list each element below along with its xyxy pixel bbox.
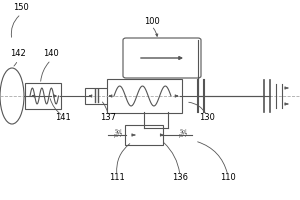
Text: p77: p77 bbox=[178, 133, 188, 138]
Text: 142: 142 bbox=[10, 49, 26, 58]
FancyBboxPatch shape bbox=[123, 38, 201, 78]
Text: 110: 110 bbox=[220, 173, 236, 182]
Text: 111: 111 bbox=[109, 173, 125, 182]
FancyBboxPatch shape bbox=[85, 88, 109, 104]
Ellipse shape bbox=[0, 68, 24, 124]
FancyBboxPatch shape bbox=[106, 79, 182, 113]
FancyBboxPatch shape bbox=[124, 125, 164, 145]
Text: 141: 141 bbox=[55, 113, 71, 122]
Text: SoJ: SoJ bbox=[115, 129, 122, 134]
Text: 150: 150 bbox=[13, 3, 29, 12]
Text: 140: 140 bbox=[43, 49, 59, 58]
Text: 100: 100 bbox=[144, 17, 159, 26]
Text: 137: 137 bbox=[100, 113, 116, 122]
FancyBboxPatch shape bbox=[26, 83, 62, 109]
Text: p77: p77 bbox=[114, 133, 123, 138]
Text: SoJ: SoJ bbox=[179, 129, 187, 134]
Text: 130: 130 bbox=[199, 113, 215, 122]
Text: 136: 136 bbox=[172, 173, 188, 182]
